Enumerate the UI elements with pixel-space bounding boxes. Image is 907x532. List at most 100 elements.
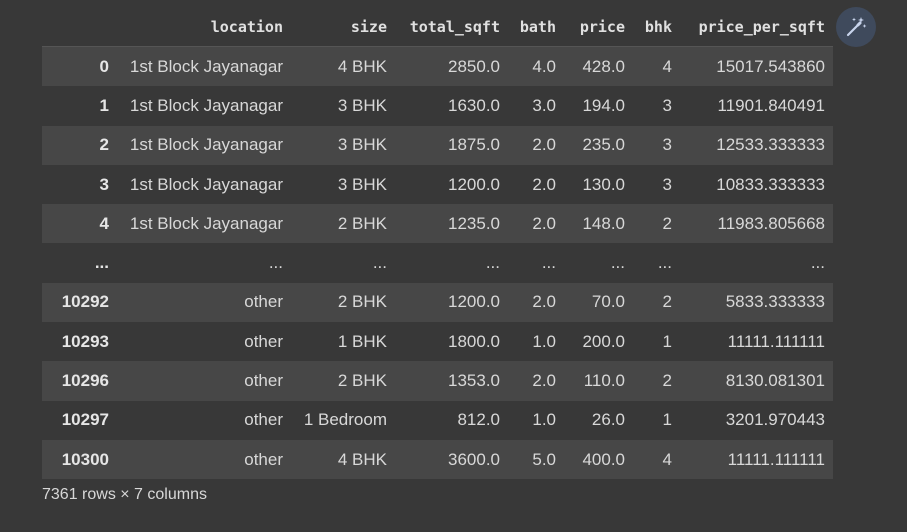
row-index: 10292 [42,282,117,323]
cell-price: 110.0 [564,361,633,401]
cell-location: ... [117,243,291,283]
column-header-location: location [117,8,291,47]
cell-price-per-sqft: 12533.333333 [680,125,833,165]
cell-bath: 4.0 [508,46,564,87]
cell-price-per-sqft: 8130.081301 [680,361,833,401]
cell-price-per-sqft: ... [680,243,833,283]
cell-location: other [117,322,291,362]
cell-total-sqft: 1235.0 [395,204,508,244]
column-header-bath: bath [508,8,564,47]
row-index: 10297 [42,400,117,440]
cell-bhk: 2 [633,361,680,401]
table-row: 3 1st Block Jayanagar 3 BHK 1200.0 2.0 130.0 3… [42,164,833,205]
cell-total-sqft: 1200.0 [395,282,508,323]
cell-location: 1st Block Jayanagar [117,86,291,126]
row-index: 3 [42,164,117,205]
cell-location: 1st Block Jayanagar [117,204,291,244]
cell-bath: 1.0 [508,322,564,362]
cell-price: 235.0 [564,125,633,165]
cell-bhk: ... [633,243,680,283]
cell-location: 1st Block Jayanagar [117,125,291,165]
cell-price-per-sqft: 15017.543860 [680,46,833,87]
cell-bath: 2.0 [508,125,564,165]
column-header-price: price [564,8,633,47]
cell-bhk: 2 [633,204,680,244]
cell-size: 3 BHK [291,164,395,205]
table-row: 0 1st Block Jayanagar 4 BHK 2850.0 4.0 428.0 4… [42,46,833,87]
cell-total-sqft: 1875.0 [395,125,508,165]
cell-bath: ... [508,243,564,283]
cell-total-sqft: 1353.0 [395,361,508,401]
row-index: 10296 [42,361,117,401]
cell-bhk: 4 [633,439,680,480]
table-row: 10300 other 4 BHK 3600.0 5.0 400.0 4 11111.1111… [42,439,833,480]
cell-price: 26.0 [564,400,633,440]
cell-size: 2 BHK [291,361,395,401]
cell-price: 148.0 [564,204,633,244]
cell-price: 70.0 [564,282,633,323]
column-header-total-sqft: total_sqft [395,8,508,47]
cell-bath: 3.0 [508,86,564,126]
cell-size: 2 BHK [291,282,395,323]
cell-total-sqft: ... [395,243,508,283]
table-row: 10293 other 1 BHK 1800.0 1.0 200.0 1 11111.1111… [42,322,833,362]
cell-price-per-sqft: 11111.111111 [680,322,833,362]
cell-bhk: 3 [633,164,680,205]
cell-total-sqft: 812.0 [395,400,508,440]
cell-bath: 2.0 [508,164,564,205]
cell-bhk: 2 [633,282,680,323]
cell-price: 428.0 [564,46,633,87]
cell-location: other [117,439,291,480]
cell-location: 1st Block Jayanagar [117,164,291,205]
column-header-price-per-sqft: price_per_sqft [680,8,833,47]
column-header-size: size [291,8,395,47]
table-row: 10297 other 1 Bedroom 812.0 1.0 26.0 1 3201.970… [42,400,833,440]
header-row: location size total_sqft bath price bhk … [42,8,833,47]
cell-price-per-sqft: 11111.111111 [680,439,833,480]
row-index: 2 [42,125,117,165]
column-header-bhk: bhk [633,8,680,47]
table-row: 10296 other 2 BHK 1353.0 2.0 110.0 2 8130.08130… [42,361,833,401]
cell-bhk: 1 [633,400,680,440]
cell-price: 130.0 [564,164,633,205]
cell-size: 3 BHK [291,86,395,126]
row-index: 10293 [42,322,117,362]
magic-wand-icon [846,17,867,37]
cell-bath: 2.0 [508,204,564,244]
cell-size: 4 BHK [291,46,395,87]
cell-price: 200.0 [564,322,633,362]
magic-wand-button[interactable] [836,7,876,47]
cell-bath: 5.0 [508,439,564,480]
index-header [42,8,117,47]
row-index: 4 [42,204,117,244]
cell-bath: 2.0 [508,282,564,323]
table-row: 1 1st Block Jayanagar 3 BHK 1630.0 3.0 194.0 3… [42,86,833,126]
cell-location: other [117,400,291,440]
cell-bhk: 4 [633,46,680,87]
cell-price-per-sqft: 3201.970443 [680,400,833,440]
table-row: 10292 other 2 BHK 1200.0 2.0 70.0 2 5833.333333 [42,282,833,323]
cell-size: 1 BHK [291,322,395,362]
cell-location: other [117,282,291,323]
cell-total-sqft: 1200.0 [395,164,508,205]
cell-price: 194.0 [564,86,633,126]
cell-size: 1 Bedroom [291,400,395,440]
cell-price-per-sqft: 5833.333333 [680,282,833,323]
cell-price: ... [564,243,633,283]
cell-location: 1st Block Jayanagar [117,46,291,87]
cell-bhk: 3 [633,125,680,165]
cell-size: 4 BHK [291,439,395,480]
row-index: ... [42,243,117,283]
row-index: 10300 [42,439,117,480]
cell-size: 3 BHK [291,125,395,165]
cell-total-sqft: 1630.0 [395,86,508,126]
cell-size: 2 BHK [291,204,395,244]
table-shape-summary: 7361 rows × 7 columns [42,486,207,503]
cell-bath: 2.0 [508,361,564,401]
cell-bhk: 3 [633,86,680,126]
cell-total-sqft: 3600.0 [395,439,508,480]
cell-total-sqft: 2850.0 [395,46,508,87]
cell-price-per-sqft: 10833.333333 [680,164,833,205]
row-index: 1 [42,86,117,126]
